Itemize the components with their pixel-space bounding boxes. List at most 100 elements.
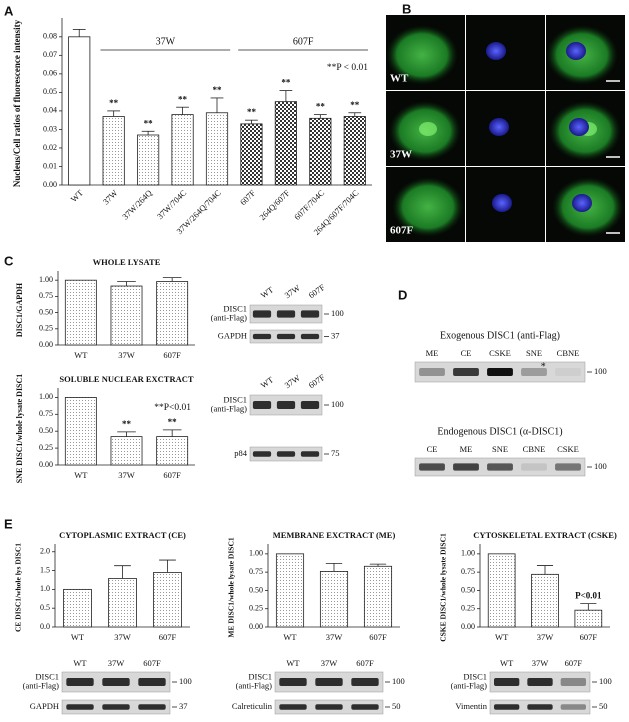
bar	[63, 588, 92, 628]
chart-title: MEMBRANE EXCTRACT (ME)	[273, 530, 396, 540]
note: **P < 0.01	[327, 63, 368, 73]
significance: **	[247, 107, 257, 117]
marker-label: 100	[331, 399, 344, 409]
y-tick-label: 1.00	[39, 392, 53, 401]
band	[66, 704, 94, 710]
lane-label: WT	[259, 284, 276, 300]
lane-label: 607F	[307, 372, 327, 390]
bar	[108, 578, 137, 628]
band	[419, 463, 445, 471]
marker-label: 50	[599, 701, 608, 711]
row-label: GAPDH	[30, 701, 59, 711]
band	[487, 368, 513, 376]
band	[560, 678, 586, 686]
band	[419, 368, 445, 376]
lane-label: CSKE	[557, 444, 579, 454]
bar	[205, 112, 229, 186]
bar	[102, 116, 125, 186]
bar	[64, 279, 97, 346]
x-tick-label: 37W	[114, 632, 131, 642]
band	[276, 310, 296, 318]
band	[453, 463, 479, 471]
band	[453, 368, 479, 376]
band	[102, 678, 130, 686]
nucleus	[566, 42, 586, 60]
significance: **	[168, 417, 178, 427]
band	[527, 704, 553, 710]
nucleus	[569, 118, 589, 136]
row-label: DISC1	[463, 671, 487, 681]
blot-title: Exogenous DISC1 (anti-Flag)	[440, 330, 560, 341]
band	[494, 678, 520, 686]
row-label: WT	[390, 73, 409, 85]
bar	[319, 571, 349, 628]
x-tick-label: 264Q/607F	[257, 188, 292, 223]
x-tick-label: WT	[283, 632, 297, 642]
band	[351, 678, 379, 686]
bar	[110, 436, 143, 466]
band	[252, 451, 272, 457]
marker-label: 100	[331, 308, 344, 318]
lane-label: SNE	[492, 444, 508, 454]
chart-title: SOLUBLE NUCLEAR EXCTRACT	[59, 374, 193, 384]
nucleus	[486, 42, 506, 60]
y-tick-label: 0.00	[43, 180, 57, 189]
lane-label: 607F	[143, 658, 161, 668]
band	[252, 401, 272, 409]
band	[66, 678, 94, 686]
marker-label: 50	[392, 701, 401, 711]
significance: **	[316, 102, 326, 112]
panel-label: E	[4, 516, 13, 531]
lane-label: WT	[259, 374, 276, 390]
band	[527, 678, 553, 686]
chart-title: WHOLE LYSATE	[93, 257, 161, 267]
lane-label: CE	[461, 348, 472, 358]
x-tick-label: 607F	[159, 632, 177, 642]
lane-label: WT	[73, 658, 87, 668]
band	[555, 368, 581, 376]
group-label: 607F	[293, 36, 314, 47]
lane-label: 607F	[565, 658, 583, 668]
y-tick-label: 2.0	[40, 547, 50, 556]
lane-label: SNE	[526, 348, 542, 358]
y-tick-label: 1.5	[40, 565, 50, 574]
y-tick-label: 0.25	[39, 324, 53, 333]
marker-label: 100	[594, 366, 607, 376]
lane-label: 607F	[307, 282, 327, 300]
band	[560, 704, 586, 710]
y-tick-label: 0.50	[39, 307, 53, 316]
band	[300, 401, 320, 409]
x-tick-label: 37W/704C	[155, 187, 189, 221]
y-axis-label: Nucleus/Cell ratios of fluorescence inte…	[12, 19, 22, 187]
bar	[64, 397, 97, 466]
y-tick-label: 0.50	[461, 585, 475, 594]
band	[138, 678, 166, 686]
y-tick-label: 0.00	[461, 622, 475, 631]
bar	[240, 123, 263, 186]
bar	[309, 117, 332, 186]
y-tick-label: 1.00	[39, 275, 53, 284]
bar	[137, 134, 160, 186]
lane-label: 37W	[283, 283, 302, 301]
bar	[487, 553, 516, 628]
row-label: DISC1	[35, 671, 59, 681]
row-label: DISC1	[223, 303, 247, 313]
band	[521, 368, 547, 376]
y-tick-label: 0.50	[249, 585, 263, 594]
x-tick-label: 37W	[101, 188, 120, 207]
nucleus	[492, 194, 512, 212]
y-axis-label: ME DISC1/whole lysate DISC1	[227, 537, 236, 637]
band	[521, 463, 547, 471]
bar	[171, 114, 194, 186]
x-tick-label: WT	[74, 470, 88, 480]
y-tick-label: 1.0	[40, 584, 50, 593]
x-tick-label: 37W	[118, 350, 135, 360]
band	[102, 704, 130, 710]
x-tick-label: WT	[74, 350, 88, 360]
x-tick-label: 607F	[163, 350, 181, 360]
y-axis-label: CE DISC1/whole lys DISC1	[14, 543, 23, 632]
significance: **	[281, 78, 291, 88]
band	[494, 704, 520, 710]
band	[487, 463, 513, 471]
